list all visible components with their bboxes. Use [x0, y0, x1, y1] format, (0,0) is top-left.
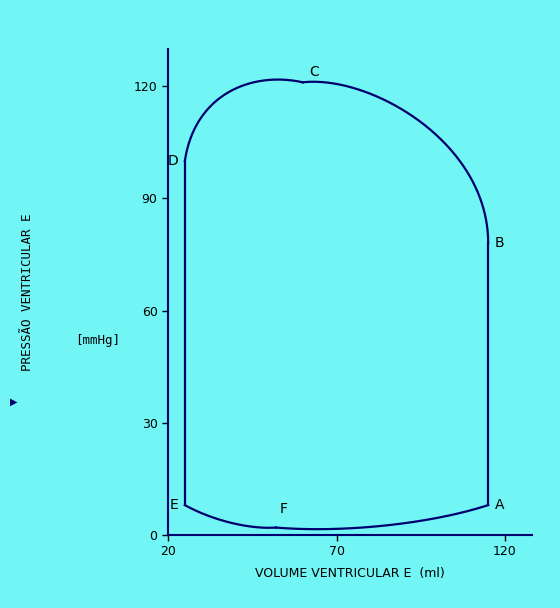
Text: PRESSÃO VENTRICULAR E: PRESSÃO VENTRICULAR E: [21, 213, 35, 371]
Text: F: F: [279, 502, 287, 516]
Text: A: A: [495, 498, 505, 512]
Text: ▶: ▶: [10, 396, 18, 406]
Text: D: D: [167, 154, 178, 168]
Text: [mmHg]: [mmHg]: [76, 334, 120, 347]
Text: E: E: [169, 498, 178, 512]
Text: B: B: [495, 236, 505, 250]
Text: C: C: [310, 64, 319, 78]
X-axis label: VOLUME VENTRICULAR E  (ml): VOLUME VENTRICULAR E (ml): [255, 567, 445, 580]
